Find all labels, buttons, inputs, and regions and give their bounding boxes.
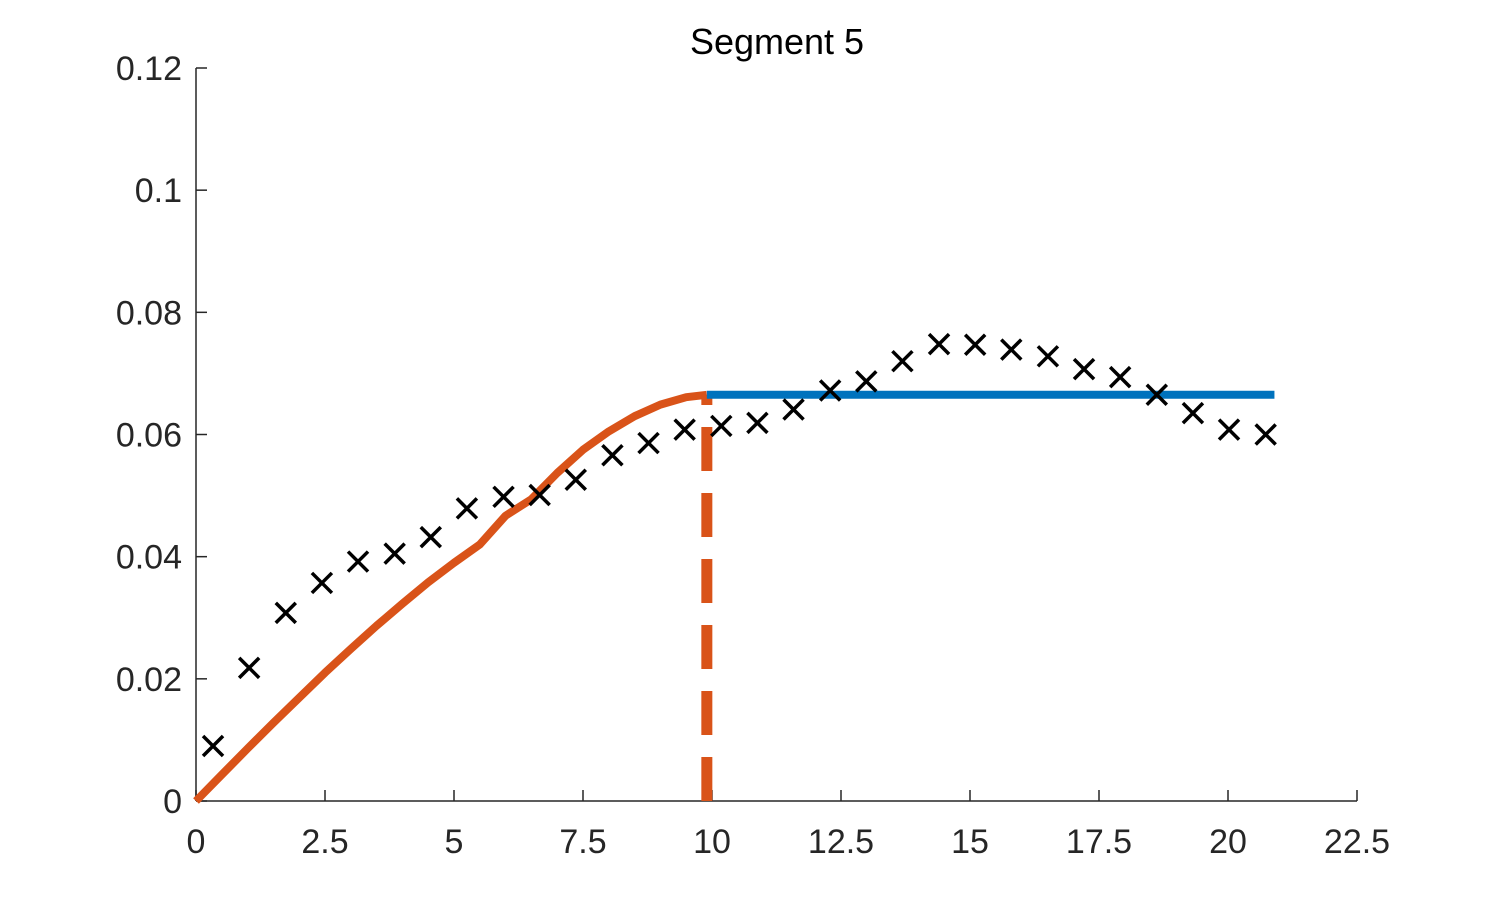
data-point-marker: [1217, 418, 1241, 441]
data-point-marker: [1108, 365, 1132, 389]
chart-title: Segment 5: [690, 21, 864, 62]
x-tick-label: 20: [1209, 823, 1247, 861]
y-tick-label: 0: [163, 783, 182, 821]
x-tick-label: 17.5: [1066, 823, 1132, 861]
y-tick-label: 0.02: [116, 661, 182, 699]
data-point-marker: [927, 332, 951, 356]
data-point-marker: [673, 418, 696, 441]
data-point-marker: [492, 485, 515, 509]
x-tick-label: 2.5: [301, 823, 348, 861]
x-tick-label: 15: [951, 823, 989, 861]
data-point-marker: [419, 525, 443, 549]
data-point-marker: [1181, 401, 1205, 425]
data-point-marker: [346, 550, 370, 573]
x-tick-label: 10: [693, 823, 731, 861]
data-point-marker: [746, 411, 769, 435]
data-point-marker: [1254, 423, 1277, 446]
y-tick-label: 0.04: [116, 539, 182, 577]
axes: 0 2.5 5 7.5 10 12.5 15 17.5 20 22.5 0 0.02 0.04 0.06 0…: [116, 50, 1390, 861]
data-point-marker: [1072, 357, 1096, 381]
y-tick-label: 0.1: [135, 172, 182, 210]
data-point-marker: [710, 414, 733, 438]
data-point-marker: [274, 601, 298, 625]
y-tick-label: 0.08: [116, 294, 182, 332]
x-tick-label: 0: [187, 823, 206, 861]
data-point-marker: [637, 431, 660, 455]
data-point-marker: [782, 398, 805, 421]
data-point-marker: [310, 571, 334, 595]
data-point-marker: [564, 468, 588, 491]
data-point-marker: [455, 497, 479, 520]
data-point-marker: [237, 656, 261, 680]
y-tick-label: 0.12: [116, 50, 182, 88]
x-tick-label: 12.5: [808, 823, 874, 861]
data-point-marker: [601, 444, 624, 467]
data-point-marker: [1036, 345, 1060, 368]
data-point-marker: [891, 349, 914, 373]
data-point-marker: [383, 542, 406, 565]
x-tick-label: 22.5: [1324, 823, 1390, 861]
data-point-marker: [1000, 338, 1023, 361]
data-point-marker: [963, 333, 987, 356]
fit-curve: [193, 390, 708, 804]
x-tick-label: 7.5: [559, 823, 606, 861]
data-point-marker: [1145, 383, 1169, 407]
data-point-marker: [528, 483, 551, 507]
series-layer: [193, 332, 1277, 804]
data-point-marker: [201, 734, 225, 758]
data-point-marker: [818, 379, 842, 402]
y-tick-label: 0.06: [116, 417, 182, 455]
x-tick-label: 5: [445, 823, 464, 861]
data-point-marker: [855, 370, 878, 393]
